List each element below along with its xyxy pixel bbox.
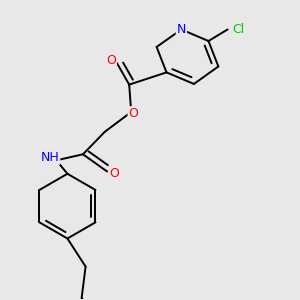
- Text: O: O: [106, 54, 116, 67]
- Text: O: O: [110, 167, 119, 180]
- Text: N: N: [177, 23, 186, 36]
- Text: O: O: [129, 107, 138, 120]
- Text: Cl: Cl: [232, 23, 244, 36]
- Text: NH: NH: [40, 151, 59, 164]
